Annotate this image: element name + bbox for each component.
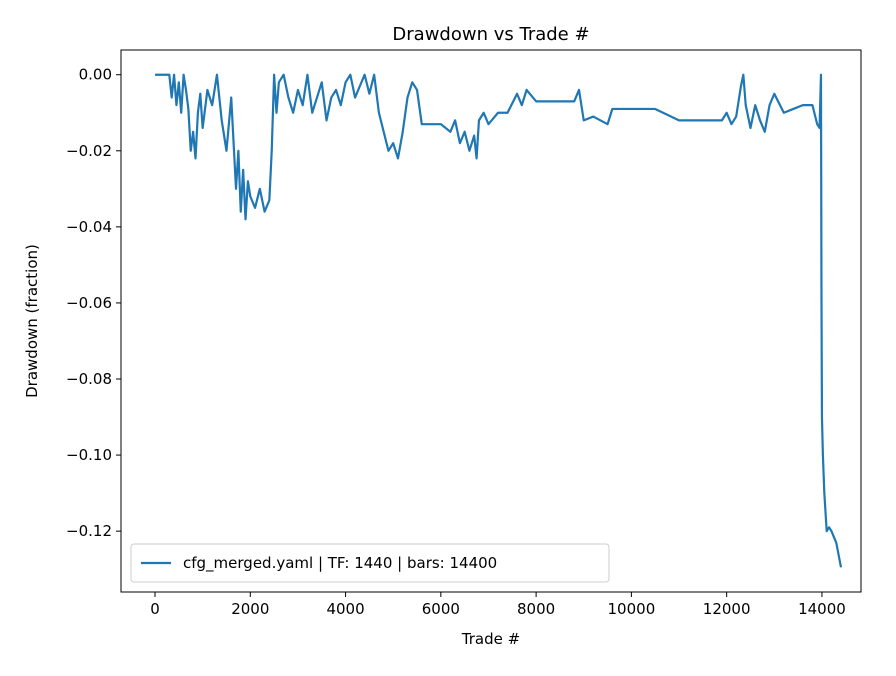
x-tick-label: 8000 [517, 600, 555, 618]
x-tick-label: 14000 [798, 600, 846, 618]
chart-title: Drawdown vs Trade # [392, 24, 589, 45]
y-tick-label: 0.00 [79, 66, 112, 84]
x-tick-label: 6000 [422, 600, 460, 618]
y-axis-label: Drawdown (fraction) [23, 244, 41, 398]
y-tick-label: −0.06 [66, 294, 112, 312]
x-tick-label: 12000 [703, 600, 751, 618]
x-tick-label: 4000 [326, 600, 364, 618]
plot-frame [120, 49, 862, 593]
x-tick-label: 2000 [231, 600, 269, 618]
y-tick-label: −0.12 [66, 522, 112, 540]
x-tick-label: 0 [150, 600, 160, 618]
legend-box [130, 543, 610, 583]
x-tick-label: 10000 [608, 600, 656, 618]
x-axis-label: Trade # [461, 630, 520, 648]
y-tick-label: −0.02 [66, 142, 112, 160]
line-series [155, 73, 843, 568]
y-tick-label: −0.04 [66, 218, 112, 236]
y-tick-label: −0.10 [66, 446, 112, 464]
legend-label: cfg_merged.yaml | TF: 1440 | bars: 14400 [183, 554, 497, 573]
y-tick-label: −0.08 [66, 370, 112, 388]
